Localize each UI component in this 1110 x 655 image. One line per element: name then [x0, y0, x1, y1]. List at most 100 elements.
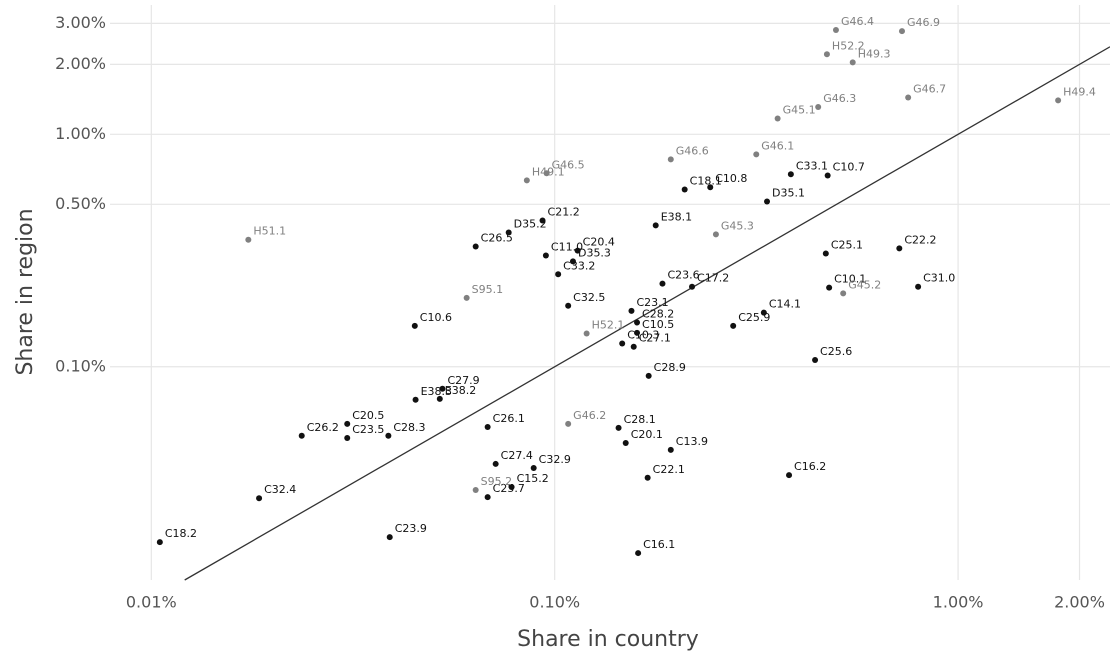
point-label: C25.9 — [738, 311, 770, 324]
point — [840, 290, 847, 297]
point-label: C20.1 — [631, 428, 663, 441]
point-label: G46.7 — [913, 83, 946, 96]
point-label: S95.1 — [472, 283, 503, 296]
point — [386, 534, 393, 541]
point — [492, 460, 499, 467]
y-tick-label: 3.00% — [55, 13, 106, 32]
point-label: C32.5 — [573, 291, 605, 304]
point-label: C23.1 — [636, 296, 668, 309]
point-label: E38.3 — [421, 385, 452, 398]
point — [644, 474, 651, 481]
point — [484, 423, 491, 430]
point-label: C33.1 — [796, 159, 828, 172]
point — [689, 283, 696, 290]
point-label: C28.3 — [393, 421, 425, 434]
point-label: H49.3 — [858, 47, 891, 60]
point — [484, 494, 491, 501]
point-label: H52.2 — [832, 39, 865, 52]
y-tick-label: 1.00% — [55, 124, 106, 143]
x-tick-label: 1.00% — [933, 593, 984, 612]
point-label: G46.1 — [761, 139, 794, 152]
point — [753, 151, 760, 158]
point — [824, 172, 831, 179]
point — [786, 472, 793, 479]
point — [505, 229, 512, 236]
point-label: C27.9 — [447, 374, 479, 387]
point-label: G45.1 — [783, 103, 816, 116]
y-axis-title: Share in region — [13, 208, 38, 375]
point — [812, 356, 819, 363]
point-label: S95.2 — [481, 475, 512, 488]
point-label: C20.5 — [352, 409, 384, 422]
point-label: G46.5 — [552, 158, 585, 171]
point — [539, 217, 546, 224]
point — [645, 372, 652, 379]
point — [619, 340, 626, 347]
x-tick-label: 0.10% — [529, 593, 580, 612]
point-label: G46.2 — [573, 409, 606, 422]
point — [472, 487, 479, 494]
point-label: H49.4 — [1063, 85, 1096, 98]
point-label: C21.2 — [548, 205, 580, 218]
point-label: E38.2 — [445, 384, 476, 397]
point — [849, 59, 856, 66]
point — [508, 483, 515, 490]
point-label: G45.2 — [848, 278, 881, 291]
point — [565, 420, 572, 427]
point-label: C10.8 — [715, 172, 747, 185]
point-label: C26.5 — [481, 232, 513, 245]
y-tick-label: 2.00% — [55, 54, 106, 73]
point-label: G46.6 — [676, 144, 709, 157]
point — [543, 170, 550, 177]
point-label: C25.6 — [820, 345, 852, 358]
point-label: G46.9 — [907, 16, 940, 29]
point-label: D35.1 — [772, 187, 805, 200]
point — [652, 222, 659, 229]
point-label: C15.2 — [517, 472, 549, 485]
point — [667, 156, 674, 163]
point — [730, 322, 737, 329]
point — [898, 28, 905, 35]
point-label: C14.1 — [769, 298, 801, 311]
y-tick-label: 0.10% — [55, 356, 106, 375]
point-label: C18.2 — [165, 527, 197, 540]
x-tick-label: 2.00% — [1054, 593, 1105, 612]
point-label: C27.4 — [501, 449, 533, 462]
point — [634, 319, 641, 326]
point — [344, 420, 351, 427]
point-label: D35.3 — [578, 246, 611, 259]
point — [707, 184, 714, 191]
point-label: C20.4 — [583, 236, 615, 249]
point — [823, 51, 830, 58]
point-label: C23.6 — [667, 269, 699, 282]
point — [344, 434, 351, 441]
point-label: C10.7 — [833, 161, 865, 174]
point — [412, 396, 419, 403]
point-label: C23.5 — [352, 423, 384, 436]
point-label: C26.1 — [493, 412, 525, 425]
point-label: H52.1 — [592, 319, 625, 332]
point-label: D35.2 — [514, 218, 547, 231]
point-label: C10.6 — [420, 311, 452, 324]
point — [256, 495, 263, 502]
point-label: C13.9 — [676, 435, 708, 448]
point-label: C25.7 — [493, 482, 525, 495]
point — [555, 271, 562, 278]
point — [245, 236, 252, 243]
point-label: C26.2 — [307, 421, 339, 434]
point-label: C23.9 — [395, 522, 427, 535]
point-label: C16.1 — [643, 538, 675, 551]
point-label: C22.1 — [653, 463, 685, 476]
point — [569, 258, 576, 265]
point — [634, 329, 641, 336]
point — [411, 322, 418, 329]
point — [298, 432, 305, 439]
point — [156, 539, 163, 546]
point — [712, 231, 719, 238]
point — [628, 307, 635, 314]
point — [1055, 97, 1062, 104]
point — [774, 115, 781, 122]
point-label: C10.5 — [642, 318, 674, 331]
point-label: G46.3 — [823, 92, 856, 105]
point — [832, 27, 839, 34]
